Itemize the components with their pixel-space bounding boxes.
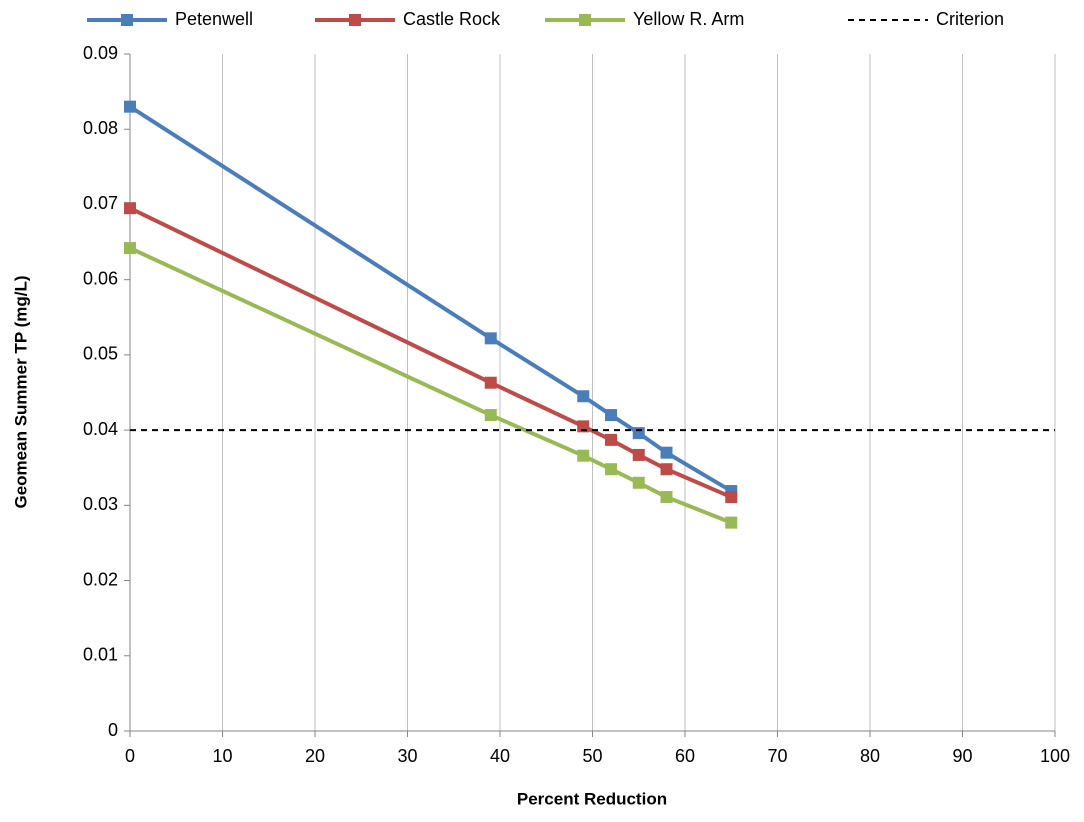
marker bbox=[577, 449, 590, 462]
marker bbox=[632, 427, 645, 440]
marker bbox=[725, 516, 738, 529]
marker bbox=[605, 463, 617, 476]
marker bbox=[484, 376, 497, 389]
legend-label: Criterion bbox=[936, 9, 1004, 29]
x-tick-label: 30 bbox=[397, 746, 417, 766]
marker bbox=[577, 390, 590, 403]
y-tick-label: 0.01 bbox=[83, 645, 118, 665]
marker bbox=[605, 433, 617, 446]
x-tick-label: 80 bbox=[860, 746, 880, 766]
y-tick-label: 0.07 bbox=[83, 193, 118, 213]
marker bbox=[632, 476, 645, 489]
legend-label: Yellow R. Arm bbox=[633, 9, 744, 29]
x-tick-label: 70 bbox=[767, 746, 787, 766]
marker bbox=[124, 202, 136, 215]
y-axis-title: Geomean Summer TP (mg/L) bbox=[11, 275, 30, 508]
legend-marker bbox=[579, 14, 591, 26]
marker bbox=[725, 491, 738, 504]
y-tick-label: 0.05 bbox=[83, 344, 118, 364]
legend-marker bbox=[121, 14, 133, 26]
marker bbox=[660, 491, 673, 504]
marker bbox=[605, 409, 617, 422]
marker bbox=[484, 332, 497, 345]
x-tick-label: 10 bbox=[212, 746, 232, 766]
marker bbox=[124, 242, 136, 255]
x-tick-label: 60 bbox=[675, 746, 695, 766]
legend-label: Castle Rock bbox=[403, 9, 501, 29]
y-tick-label: 0.04 bbox=[83, 419, 118, 439]
x-tick-label: 100 bbox=[1040, 746, 1070, 766]
x-tick-label: 50 bbox=[582, 746, 602, 766]
x-tick-label: 20 bbox=[305, 746, 325, 766]
legend-marker bbox=[349, 14, 361, 26]
x-tick-label: 40 bbox=[490, 746, 510, 766]
legend-label: Petenwell bbox=[175, 9, 253, 29]
marker bbox=[660, 446, 673, 459]
marker bbox=[124, 100, 136, 113]
marker bbox=[660, 463, 673, 476]
y-tick-label: 0.09 bbox=[83, 43, 118, 63]
y-tick-label: 0.03 bbox=[83, 494, 118, 514]
marker bbox=[632, 448, 645, 461]
y-tick-label: 0.08 bbox=[83, 118, 118, 138]
y-tick-label: 0.02 bbox=[83, 569, 118, 589]
x-axis-title: Percent Reduction bbox=[517, 789, 667, 808]
x-tick-label: 0 bbox=[125, 746, 135, 766]
marker bbox=[484, 409, 497, 422]
y-tick-label: 0 bbox=[108, 720, 118, 740]
y-tick-label: 0.06 bbox=[83, 268, 118, 288]
x-tick-label: 90 bbox=[952, 746, 972, 766]
